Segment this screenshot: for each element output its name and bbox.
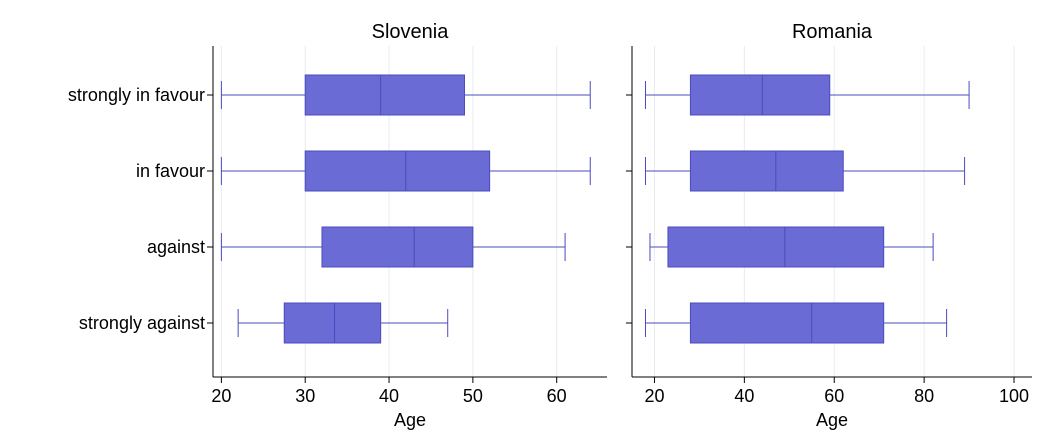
y-tick-label: in favour [136, 161, 205, 181]
iqr-box [283, 302, 382, 344]
box-strongly-against [644, 302, 948, 344]
panel-title: Slovenia [372, 21, 450, 43]
box-strongly-in-favour [644, 74, 970, 116]
panel-slovenia: Slovenia 20 30 40 50 60 Age strongly in favour i… [68, 14, 607, 430]
iqr-box [304, 150, 491, 192]
box-against [649, 226, 934, 268]
y-tick-label: against [147, 237, 205, 257]
iqr-box [689, 150, 844, 192]
box-against [220, 226, 566, 268]
box-strongly-in-favour [220, 74, 591, 116]
panel-strip [632, 14, 1032, 46]
x-tick-label: 20 [211, 386, 231, 406]
x-tick-label: 60 [547, 386, 567, 406]
iqr-box [667, 226, 885, 268]
iqr-box [304, 74, 465, 116]
x-tick-label: 80 [914, 386, 934, 406]
chart-panels: Slovenia 20 30 40 50 60 Age strongly in favour i… [68, 14, 1032, 430]
y-tick-label: strongly against [79, 313, 205, 333]
panel-strip [213, 14, 607, 46]
iqr-box [689, 302, 885, 344]
x-tick-label: 50 [463, 386, 483, 406]
iqr-box [689, 74, 831, 116]
x-tick-label: 20 [644, 386, 664, 406]
y-tick-label: strongly in favour [68, 85, 205, 105]
x-axis-label: Age [394, 410, 426, 430]
box-in-favour [220, 150, 591, 192]
x-tick-label: 60 [824, 386, 844, 406]
x-axis-label: Age [816, 410, 848, 430]
iqr-box [321, 226, 474, 268]
x-tick-label: 40 [379, 386, 399, 406]
panel-title: Romania [792, 21, 873, 43]
box-in-favour [644, 150, 966, 192]
box-strongly-against [237, 302, 449, 344]
x-tick-label: 30 [295, 386, 315, 406]
x-tick-label: 40 [734, 386, 754, 406]
panel-romania: Romania 20 40 60 80 100 Age [626, 14, 1032, 430]
x-tick-label: 100 [999, 386, 1029, 406]
